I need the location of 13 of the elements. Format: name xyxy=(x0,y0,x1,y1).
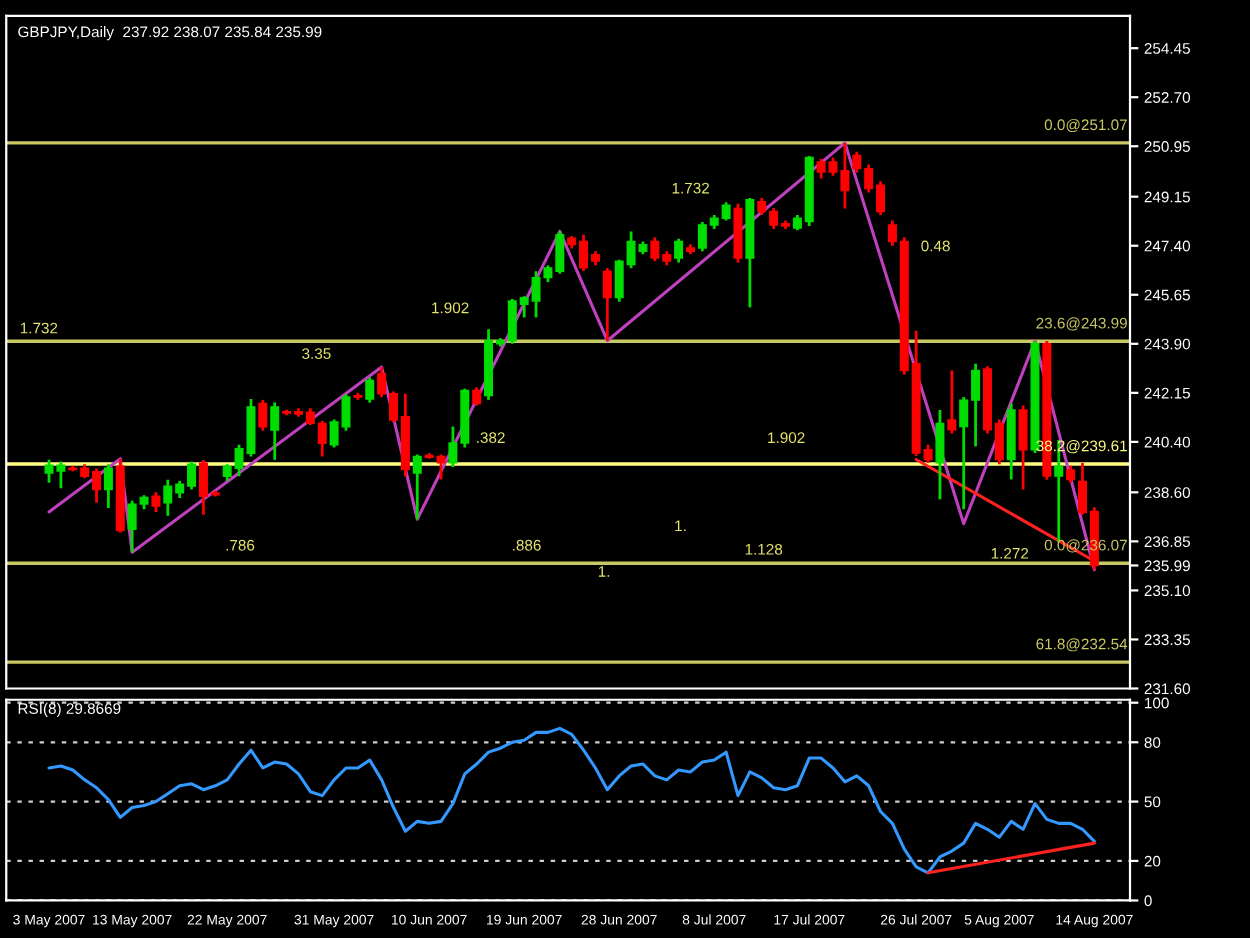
candlestick xyxy=(935,408,945,501)
candlestick xyxy=(602,266,612,343)
candlestick xyxy=(151,490,161,514)
candlestick xyxy=(674,237,684,264)
candlestick xyxy=(258,398,268,433)
candlestick xyxy=(270,400,280,462)
candlestick xyxy=(103,462,113,510)
candlestick xyxy=(947,369,957,435)
candlestick xyxy=(472,385,482,407)
candlestick xyxy=(412,453,422,521)
candlestick xyxy=(365,376,375,405)
candlestick xyxy=(1018,404,1028,491)
line-series xyxy=(47,726,1096,875)
